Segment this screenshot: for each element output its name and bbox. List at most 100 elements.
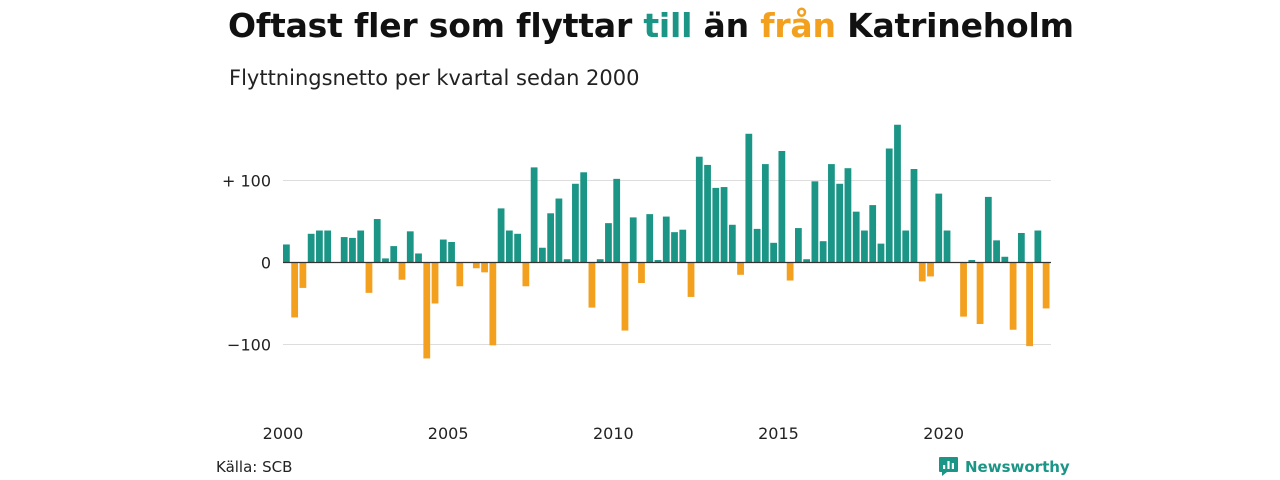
bar <box>382 258 389 263</box>
bar <box>596 259 604 263</box>
bar <box>406 231 414 263</box>
bar <box>704 164 711 263</box>
bar <box>819 241 827 263</box>
bar <box>316 230 323 263</box>
bar <box>712 187 720 263</box>
bar <box>1026 262 1033 347</box>
title-part1: Oftast fler som flyttar <box>228 6 644 45</box>
bar <box>695 156 703 263</box>
x-tick-label: 2005 <box>428 424 469 443</box>
bar <box>497 208 505 263</box>
bar <box>728 224 736 263</box>
bar <box>629 217 637 263</box>
bar <box>555 198 563 263</box>
bar <box>1017 232 1025 263</box>
bar <box>365 262 373 293</box>
x-tick-label: 2020 <box>923 424 964 443</box>
bar <box>324 230 332 263</box>
bar <box>902 230 910 263</box>
title-part3: Katrineholm <box>835 6 1074 45</box>
bar <box>976 262 984 324</box>
bar <box>778 150 786 263</box>
bar <box>307 233 315 263</box>
bar <box>869 205 877 263</box>
bar <box>299 262 307 288</box>
bar <box>1042 262 1050 309</box>
bar <box>662 216 670 263</box>
bar <box>530 167 538 263</box>
bar <box>605 223 612 263</box>
bar <box>415 253 422 263</box>
bar <box>646 214 654 263</box>
bar <box>828 164 835 263</box>
bar <box>786 262 794 281</box>
bar <box>894 124 901 263</box>
bar <box>877 243 885 263</box>
newsworthy-logo[interactable]: Newsworthy <box>938 456 1070 477</box>
bar <box>745 133 753 263</box>
bar <box>1009 262 1017 330</box>
bar <box>431 262 439 304</box>
x-tick-label: 2015 <box>758 424 799 443</box>
bar <box>836 183 844 263</box>
x-tick-label: 2000 <box>263 424 304 443</box>
bar <box>795 228 802 263</box>
bar <box>357 230 365 263</box>
bar <box>514 233 521 263</box>
bar <box>770 242 777 263</box>
bar <box>679 229 687 263</box>
bar <box>811 181 819 263</box>
bar <box>489 262 497 346</box>
bar <box>984 196 992 263</box>
bar <box>935 193 943 263</box>
y-tick-label: 0 <box>261 254 271 273</box>
bar <box>456 262 464 287</box>
bar <box>918 262 926 282</box>
source-label: Källa: SCB <box>216 458 293 476</box>
bar <box>1001 256 1009 263</box>
bar <box>910 169 918 263</box>
bar <box>539 247 546 263</box>
bar <box>439 239 447 263</box>
bar <box>960 262 967 317</box>
bar <box>737 262 744 275</box>
newsworthy-logo-icon <box>939 457 958 476</box>
bar <box>803 259 811 263</box>
bar <box>522 262 530 287</box>
bar <box>844 168 852 263</box>
bar <box>423 262 431 359</box>
bar <box>448 242 455 263</box>
title-negative-word: från <box>760 6 836 45</box>
bar <box>398 262 406 280</box>
bar <box>671 232 678 263</box>
bar <box>481 262 488 273</box>
bar <box>943 230 951 263</box>
logo-text: Newsworthy <box>965 457 1070 476</box>
bar <box>654 260 662 263</box>
bar <box>588 262 596 308</box>
bar <box>580 172 588 263</box>
y-tick-label: −100 <box>227 336 271 355</box>
x-tick-label: 2010 <box>593 424 634 443</box>
title-positive-word: till <box>643 6 693 45</box>
title-part2: än <box>692 6 761 45</box>
bar <box>621 262 629 331</box>
bar <box>927 262 934 277</box>
bar <box>390 246 398 263</box>
bar <box>861 230 868 263</box>
chart-title: Oftast fler som flyttar till än från Kat… <box>228 6 1074 45</box>
chart-subtitle: Flyttningsnetto per kvartal sedan 2000 <box>229 66 640 90</box>
bar <box>993 240 1000 263</box>
bar <box>761 164 769 263</box>
bar <box>638 262 645 283</box>
bar <box>472 262 480 269</box>
bar <box>720 187 728 263</box>
bar <box>505 230 513 263</box>
bar <box>1034 230 1042 263</box>
bar <box>349 237 356 263</box>
bar <box>547 213 555 263</box>
bar <box>291 262 299 318</box>
bar <box>753 228 761 263</box>
bar <box>968 260 976 263</box>
bar <box>687 262 695 297</box>
